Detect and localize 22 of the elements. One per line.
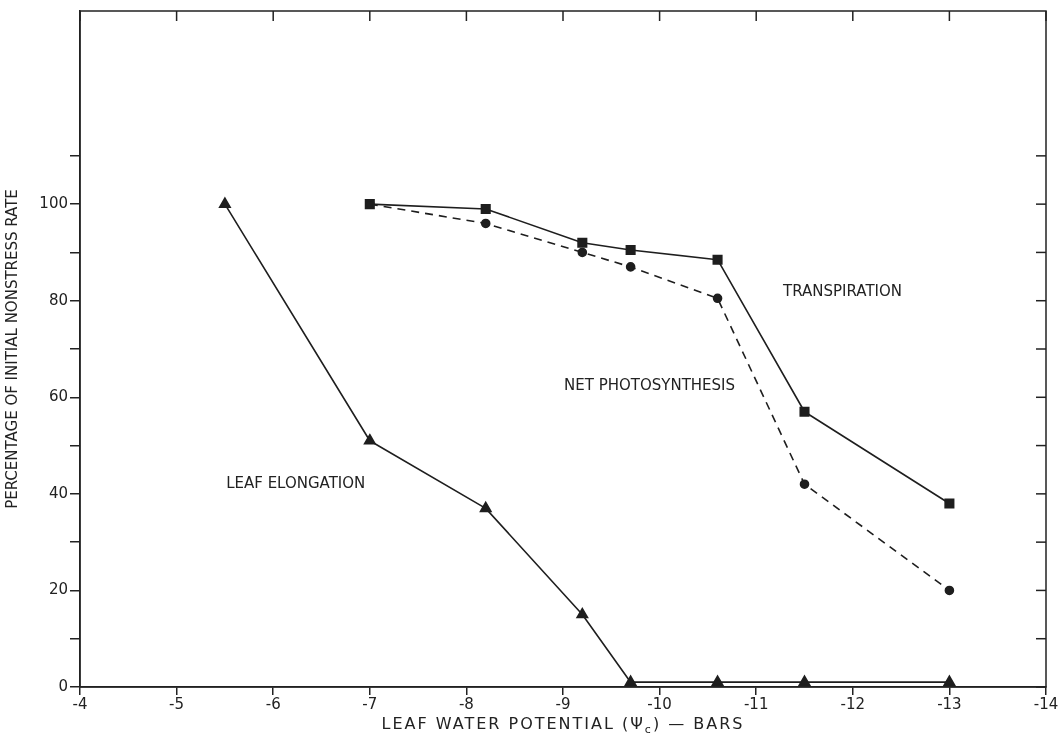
x-axis-title: LEAF WATER POTENTIAL (Ψ$_{c}$) — BARS (380, 714, 746, 737)
x-tick-label: -12 (840, 694, 866, 713)
text: LEAF ELONGATION (226, 474, 366, 493)
x-tick-label: -14 (1033, 694, 1059, 713)
x-tick-label: -8 (458, 694, 474, 713)
y-tick-label: 20 (48, 580, 68, 599)
y-tick-label: 0 (58, 676, 68, 695)
y-tick-label: 80 (48, 290, 68, 309)
x-tick-label: -13 (937, 694, 962, 713)
x-tick-label: -6 (265, 694, 281, 713)
x-tick-label: -5 (169, 694, 185, 713)
x-tick-label: -10 (647, 694, 672, 713)
text: TRANSPIRATION (782, 281, 903, 300)
x-tick-label: -7 (362, 694, 378, 713)
y-tick-label: 40 (48, 483, 68, 502)
y-tick-label: 60 (48, 387, 68, 406)
x-tick-label: -11 (743, 694, 769, 713)
x-tick-label: -4 (72, 694, 88, 713)
y-tick-label: 100 (39, 194, 68, 213)
y-axis-title: PERCENTAGE OF INITIAL NONSTRESS RATE (2, 189, 21, 509)
x-tick-label: -9 (555, 694, 571, 713)
series-label: NET PHOTOSYNTHESIS (564, 376, 736, 395)
